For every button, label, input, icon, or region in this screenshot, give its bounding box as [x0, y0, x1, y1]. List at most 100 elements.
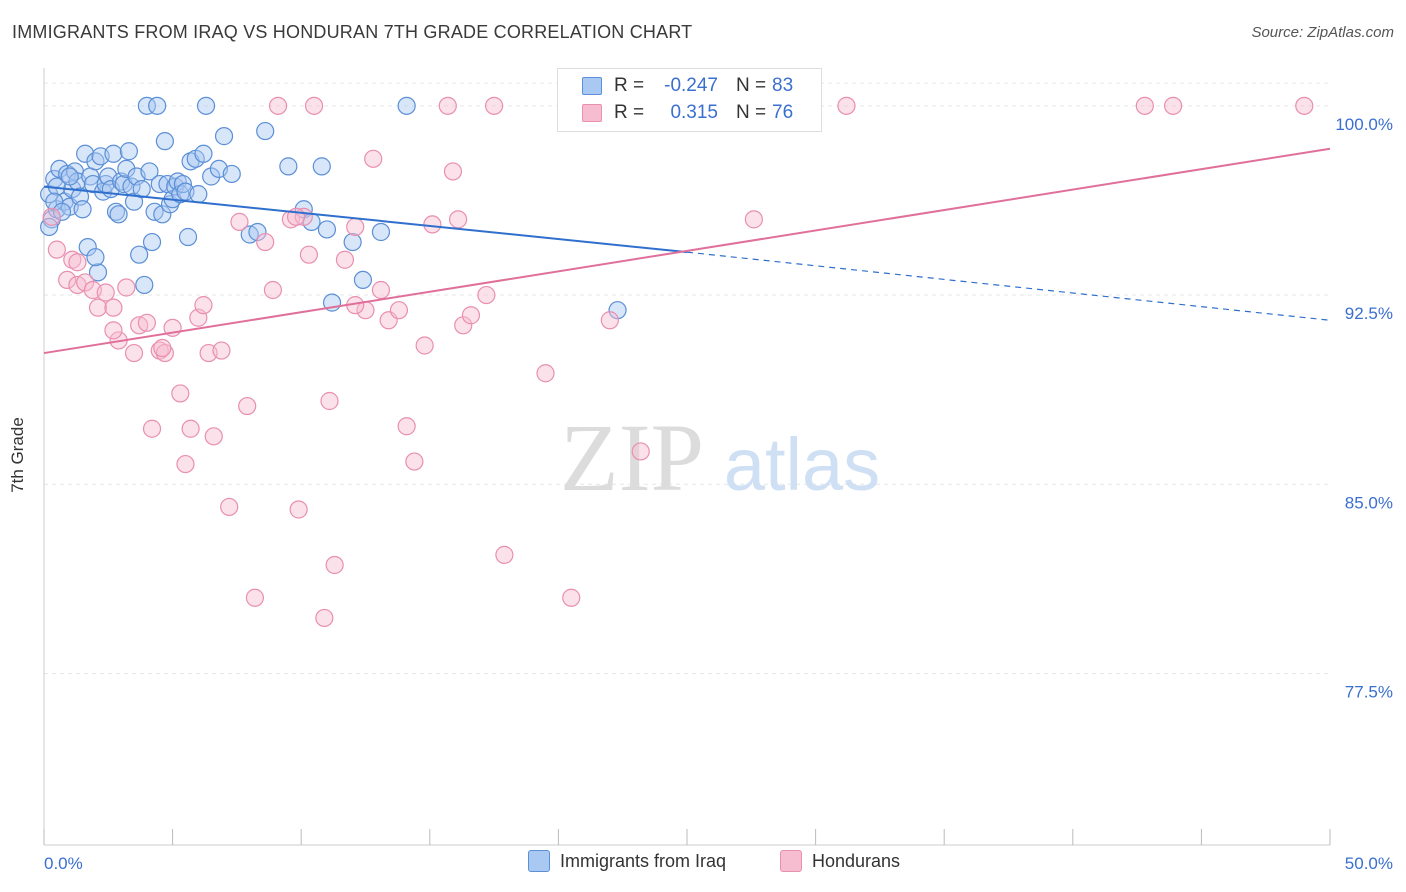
hondurans-point	[137, 313, 156, 332]
hondurans-point	[176, 454, 195, 474]
hondurans-point	[104, 321, 123, 340]
hondurans-point	[744, 210, 763, 229]
legend-r-label: R =	[614, 102, 645, 123]
iraq-point	[194, 144, 213, 163]
hondurans-point	[320, 391, 339, 411]
hondurans-point	[364, 149, 383, 168]
hondurans-point	[238, 396, 257, 416]
hondurans-point	[304, 96, 324, 115]
legend-swatch-iraq	[528, 850, 550, 872]
hondurans-point	[263, 280, 283, 300]
iraq-point	[109, 205, 128, 224]
iraq-point	[353, 270, 373, 290]
iraq-point	[106, 202, 126, 221]
iraq-point	[52, 202, 72, 221]
iraq-point	[135, 275, 154, 295]
axes	[43, 68, 1331, 846]
legend-item-hondurans[interactable]: Hondurans	[780, 850, 900, 872]
hondurans-point	[256, 232, 275, 252]
hondurans-point	[346, 217, 365, 237]
hondurans-point	[454, 316, 473, 335]
hondurans-point	[448, 210, 468, 229]
iraq-point	[86, 152, 105, 171]
legend-label-hondurans: Hondurans	[812, 850, 901, 871]
hondurans-point	[485, 96, 504, 115]
legend-swatch-iraq	[582, 77, 602, 95]
iraq-point	[130, 245, 149, 264]
hondurans-point	[230, 212, 249, 231]
iraq-point	[155, 132, 174, 151]
stats-legend: R = -0.247 N = 83 R = 0.315 N = 76	[557, 68, 822, 132]
hondurans-point	[204, 427, 223, 446]
iraq-point	[312, 157, 331, 176]
iraq-point	[104, 144, 123, 163]
legend-r-label: R =	[614, 75, 645, 96]
hondurans-point	[171, 384, 190, 403]
iraq-point	[45, 192, 64, 211]
iraq-point	[140, 162, 159, 181]
hondurans-point	[289, 500, 308, 519]
y-axis-label: 7th Grade	[8, 417, 27, 493]
legend-row-iraq: R = -0.247 N = 83	[582, 73, 793, 99]
iraq-point	[150, 174, 169, 194]
iraq-point	[76, 144, 95, 163]
hondurans-point	[88, 298, 108, 317]
hondurans-point	[58, 270, 77, 290]
iraq-point	[60, 167, 79, 186]
iraq-point	[119, 142, 138, 161]
hondurans-point	[631, 442, 650, 461]
iraq-point	[317, 220, 337, 239]
hondurans-point	[142, 419, 162, 438]
hondurans-point	[104, 298, 123, 317]
hondurans-points	[42, 96, 1314, 628]
y-tick-label: 92.5%	[1345, 304, 1393, 323]
watermark-atlas: atlas	[724, 423, 880, 506]
iraq-trend-line	[43, 185, 688, 254]
hondurans-point	[47, 240, 66, 259]
legend-n-value-hondurans: 76	[772, 102, 794, 123]
hondurans-point	[423, 215, 442, 234]
x-tick-label-min: 0.0%	[44, 854, 83, 873]
chart-title: IMMIGRANTS FROM IRAQ VS HONDURAN 7TH GRA…	[12, 22, 693, 42]
hondurans-point	[194, 296, 213, 315]
iraq-point	[196, 96, 216, 115]
x-tick-label-max: 50.0%	[1345, 854, 1393, 873]
hondurans-point	[536, 364, 555, 383]
watermark: ZIP atlas	[560, 404, 880, 511]
iraq-point	[397, 96, 416, 115]
legend-n-value-iraq: 83	[772, 75, 794, 96]
legend-n-label: N =	[736, 75, 767, 96]
hondurans-point	[837, 96, 856, 115]
iraq-point	[214, 127, 234, 146]
hondurans-point	[150, 341, 169, 360]
watermark-zip: ZIP	[560, 404, 704, 511]
hondurans-point	[245, 588, 265, 607]
hondurans-point	[220, 497, 239, 517]
hondurans-point	[153, 338, 172, 358]
iraq-point	[256, 121, 275, 141]
iraq-point	[189, 185, 208, 204]
hondurans-point	[212, 341, 231, 360]
chart-source: Source: ZipAtlas.com	[1251, 24, 1394, 41]
y-tick-label: 85.0%	[1345, 493, 1393, 512]
legend-r-value-hondurans: 0.315	[670, 102, 718, 123]
hondurans-point	[461, 306, 481, 325]
hondurans-point	[96, 283, 115, 302]
hondurans-point	[389, 301, 409, 320]
iraq-point	[88, 263, 108, 282]
iraq-point	[142, 232, 162, 252]
iraq-trend-extension	[686, 251, 1331, 321]
iraq-point	[132, 179, 151, 199]
legend-row-hondurans: R = 0.315 N = 76	[582, 100, 793, 126]
hondurans-point	[495, 545, 514, 564]
hondurans-point	[335, 250, 355, 269]
iraq-point	[78, 238, 97, 257]
legend-item-iraq[interactable]: Immigrants from Iraq	[528, 850, 726, 872]
hondurans-point	[63, 250, 82, 269]
hondurans-point	[117, 278, 136, 297]
hondurans-point	[1135, 96, 1154, 115]
hondurans-point	[155, 343, 174, 363]
hondurans-point	[438, 96, 457, 115]
iraq-point	[371, 222, 391, 242]
legend-label-iraq: Immigrants from Iraq	[560, 850, 727, 871]
